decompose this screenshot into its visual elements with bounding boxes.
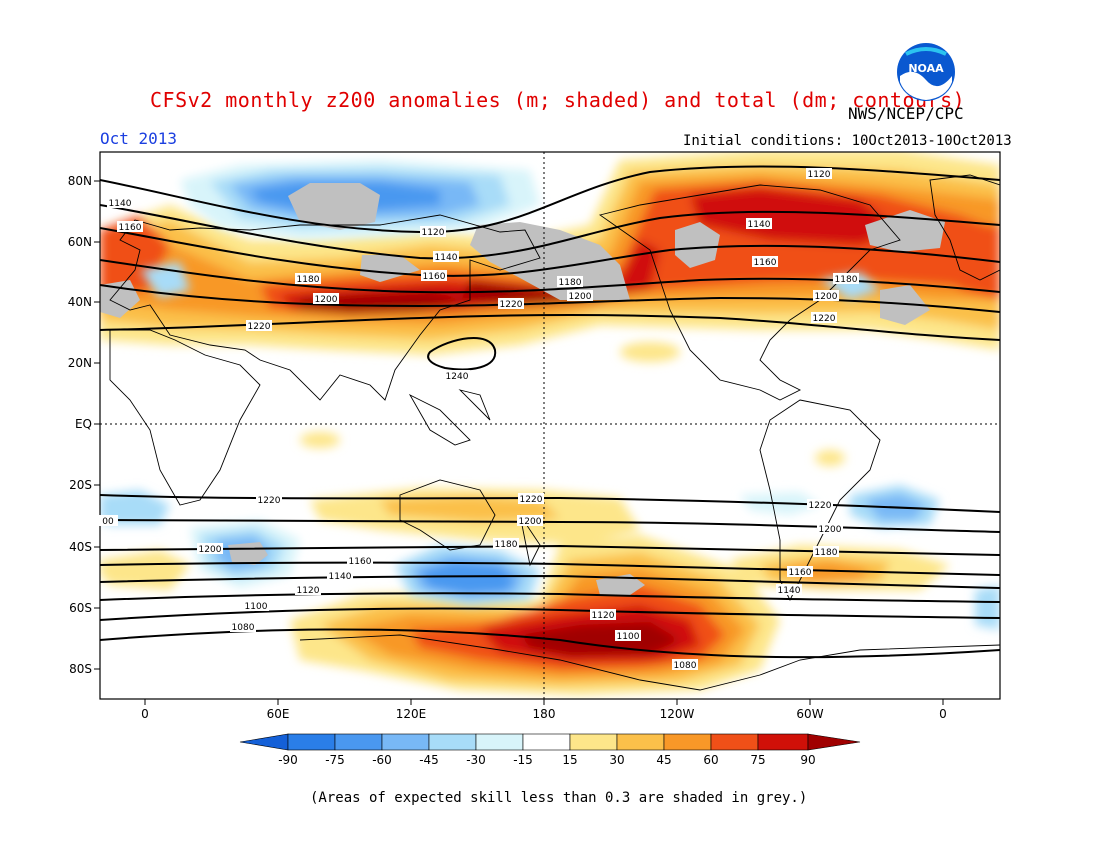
noaa-logo-text: NOAA	[908, 62, 944, 75]
lat-label: 60N	[68, 235, 92, 249]
lon-label: 120W	[660, 707, 695, 721]
contour-label: 1180	[815, 548, 838, 558]
contour-label: 1100	[617, 632, 640, 642]
map-gridlines	[100, 152, 1000, 699]
lat-label: 40N	[68, 295, 92, 309]
contour-label: 1080	[232, 623, 255, 633]
colorbar-label: -60	[372, 753, 392, 767]
contour-label: 1140	[109, 199, 132, 209]
contour-label: 1160	[423, 272, 446, 282]
lon-label: 120E	[396, 707, 427, 721]
noaa-logo: NOAA	[897, 43, 955, 101]
contour-label: 1140	[778, 586, 801, 596]
contour-label: 1220	[500, 300, 523, 310]
agency-label: NWS/NCEP/CPC	[848, 104, 964, 123]
map-frame	[99, 151, 1001, 700]
contour-label: 1180	[297, 275, 320, 285]
contour-label: 1220	[258, 496, 281, 506]
lat-label: 20N	[68, 356, 92, 370]
lat-label: 60S	[69, 601, 92, 615]
lat-label: 40S	[69, 540, 92, 554]
lon-label: 60E	[267, 707, 290, 721]
map-title: CFSv2 monthly z200 anomalies (m; shaded)…	[150, 88, 966, 112]
longitude-labels: 0 60E 120E 180 120W 60W 0	[141, 707, 947, 721]
contour-label: 1140	[329, 572, 352, 582]
colorbar-label: 75	[750, 753, 765, 767]
lon-label: 60W	[796, 707, 823, 721]
contour-label: 1220	[813, 314, 836, 324]
contour-labels: 1140 1160 1120 1140 1160 1180 1200 1220 …	[98, 168, 859, 671]
contour-label: 1200	[819, 525, 842, 535]
colorbar-label: 60	[703, 753, 718, 767]
contour-label: 1240	[446, 372, 469, 382]
initial-conditions: Initial conditions: 10Oct2013-10Oct2013	[683, 133, 1012, 149]
contour-label: 1120	[808, 170, 831, 180]
lon-label: 180	[533, 707, 556, 721]
colorbar-label: 30	[609, 753, 624, 767]
lon-label: 0	[141, 707, 149, 721]
contour-label: 1140	[435, 253, 458, 263]
latitude-labels: 80N 60N 40N 20N EQ 20S 40S 60S 80S	[68, 174, 92, 676]
contour-label: 1200	[199, 545, 222, 555]
contour-label: 1140	[748, 220, 771, 230]
colorbar-label: -75	[325, 753, 345, 767]
colorbar-label: -15	[513, 753, 533, 767]
colorbar-label: -30	[466, 753, 486, 767]
contour-label: 1200	[569, 292, 592, 302]
contour-label: 1080	[674, 661, 697, 671]
colorbar-label: 90	[800, 753, 815, 767]
contour-label: 1220	[809, 501, 832, 511]
colorbar	[239, 733, 861, 751]
colorbar-labels: -90 -75 -60 -45 -30 -15 15 30 45 60 75 9…	[278, 753, 815, 767]
contour-label: 1200	[815, 292, 838, 302]
lat-label: 80S	[69, 662, 92, 676]
lat-label: 80N	[68, 174, 92, 188]
colorbar-label: -90	[278, 753, 298, 767]
forecast-period: Oct 2013	[100, 129, 178, 148]
contour-label: 1200	[519, 517, 542, 527]
colorbar-label: -45	[419, 753, 439, 767]
contour-label: 1120	[422, 228, 445, 238]
contour-label: 1220	[520, 495, 543, 505]
contour-label: 1180	[559, 278, 582, 288]
contour-label: 1180	[495, 540, 518, 550]
contour-label: 1100	[245, 602, 268, 612]
contour-label: 1180	[835, 275, 858, 285]
colorbar-label: 45	[656, 753, 671, 767]
contour-label: 1120	[297, 586, 320, 596]
lat-label: EQ	[75, 417, 92, 431]
lon-label: 0	[939, 707, 947, 721]
contour-label: 1160	[349, 557, 372, 567]
contour-label: 1160	[789, 568, 812, 578]
contour-label: 1200	[315, 295, 338, 305]
skill-footnote: (Areas of expected skill less than 0.3 a…	[310, 790, 808, 806]
contour-label: 00	[102, 517, 114, 527]
contour-label: 1120	[592, 611, 615, 621]
contour-label: 1220	[248, 322, 271, 332]
colorbar-label: 15	[562, 753, 577, 767]
lat-label: 20S	[69, 478, 92, 492]
contour-label: 1160	[119, 223, 142, 233]
contour-label: 1160	[754, 258, 777, 268]
